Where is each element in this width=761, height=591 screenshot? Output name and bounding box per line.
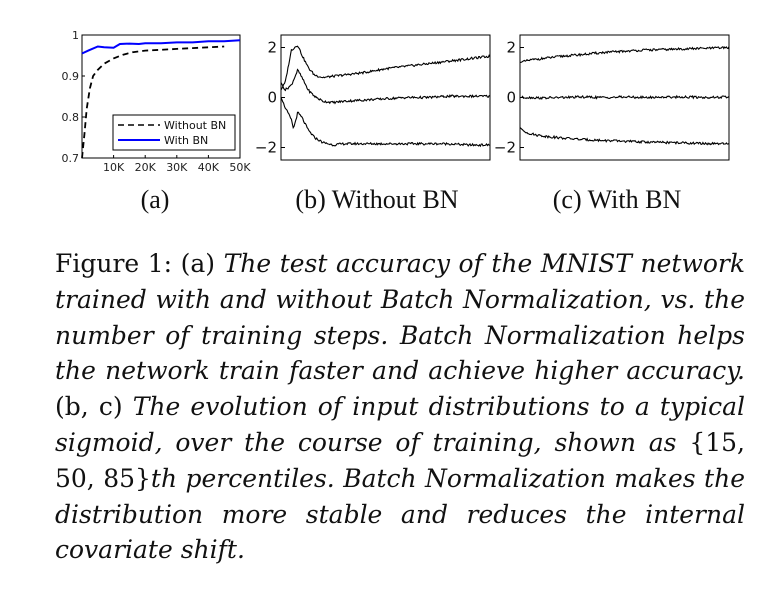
panel-c-y-ticks: −2 0 2 [494, 39, 524, 157]
caption-bc-text-2: th percentiles. Batch Normalization make… [55, 463, 745, 565]
panel-c-percentile-50th-line [520, 94, 730, 101]
panel-a-y-tick-label: 1 [72, 29, 79, 42]
panel-a-lines [81, 39, 241, 159]
caption-a-text: The test accuracy of the MNIST network t… [55, 249, 745, 386]
figure-caption: Figure 1: (a) The test accuracy of the M… [55, 246, 745, 568]
panel-a-x-tick-label: 20K [135, 161, 157, 174]
panel-a-x-tick-label: 50K [229, 161, 251, 174]
panel-b-lines [280, 45, 491, 148]
legend-label-without-bn: Without BN [164, 119, 226, 132]
caption-bc-marker: (b, c) [55, 392, 123, 422]
panel-b-label: (b) Without BN [295, 185, 458, 214]
panel-a-x-ticks: 10K 20K 30K 40K 50K [103, 155, 251, 174]
panel-b-y-tick-label: −2 [255, 139, 277, 157]
panel-c-label: (c) With BN [553, 185, 682, 214]
panel-c-percentile-85th-line [519, 45, 730, 64]
panel-c: −2 0 2 (c) With BN [494, 34, 730, 214]
panel-a-legend: Without BN With BN [112, 114, 236, 151]
panel-c-y-tick-label: −2 [494, 139, 516, 157]
panel-b-y-tick-label: 0 [267, 89, 277, 107]
panel-a-frame [81, 34, 241, 159]
panel-b: −2 0 2 (b) Without BN [255, 34, 491, 214]
caption-prefix: Figure 1: [55, 249, 173, 278]
panel-c-y-tick-label: 2 [506, 39, 516, 57]
panel-a-y-tick-label: 0.8 [62, 111, 80, 124]
panel-a-label: (a) [141, 185, 170, 214]
panel-a-y-ticks: 0.7 0.8 0.9 1 [62, 29, 85, 165]
panel-c-y-tick-label: 0 [506, 89, 516, 107]
panel-a-series-without-bn [81, 45, 225, 159]
panel-c-lines [519, 45, 730, 146]
panel-b-y-ticks: −2 0 2 [255, 39, 285, 157]
panel-a: 0.7 0.8 0.9 1 10K 20K 30K 40K 50K Without BN Wi… [62, 29, 252, 214]
caption-bc-text-1: The evolution of input distributions to … [55, 392, 745, 457]
panel-a-x-tick-label: 30K [166, 161, 188, 174]
panel-b-y-tick-label: 2 [267, 39, 277, 57]
figure-panels: 0.7 0.8 0.9 1 10K 20K 30K 40K 50K Without BN Wi… [62, 29, 730, 214]
legend-box [112, 114, 236, 151]
caption-a-marker: (a) [180, 249, 216, 278]
panel-a-x-tick-label: 40K [198, 161, 220, 174]
panel-a-series-with-bn [81, 39, 241, 55]
panel-b-percentile-85th-line [280, 45, 491, 91]
panel-b-percentile-50th-line [280, 68, 491, 105]
panel-a-x-tick-label: 10K [103, 161, 125, 174]
panel-a-y-tick-label: 0.7 [62, 152, 80, 165]
panel-a-y-tick-label: 0.9 [62, 70, 80, 83]
panel-b-percentile-15th-line [280, 97, 491, 148]
panel-c-percentile-15th-line [519, 127, 730, 146]
legend-label-with-bn: With BN [164, 134, 208, 147]
caption-set-notation: {15, 50, 85} [55, 427, 745, 493]
